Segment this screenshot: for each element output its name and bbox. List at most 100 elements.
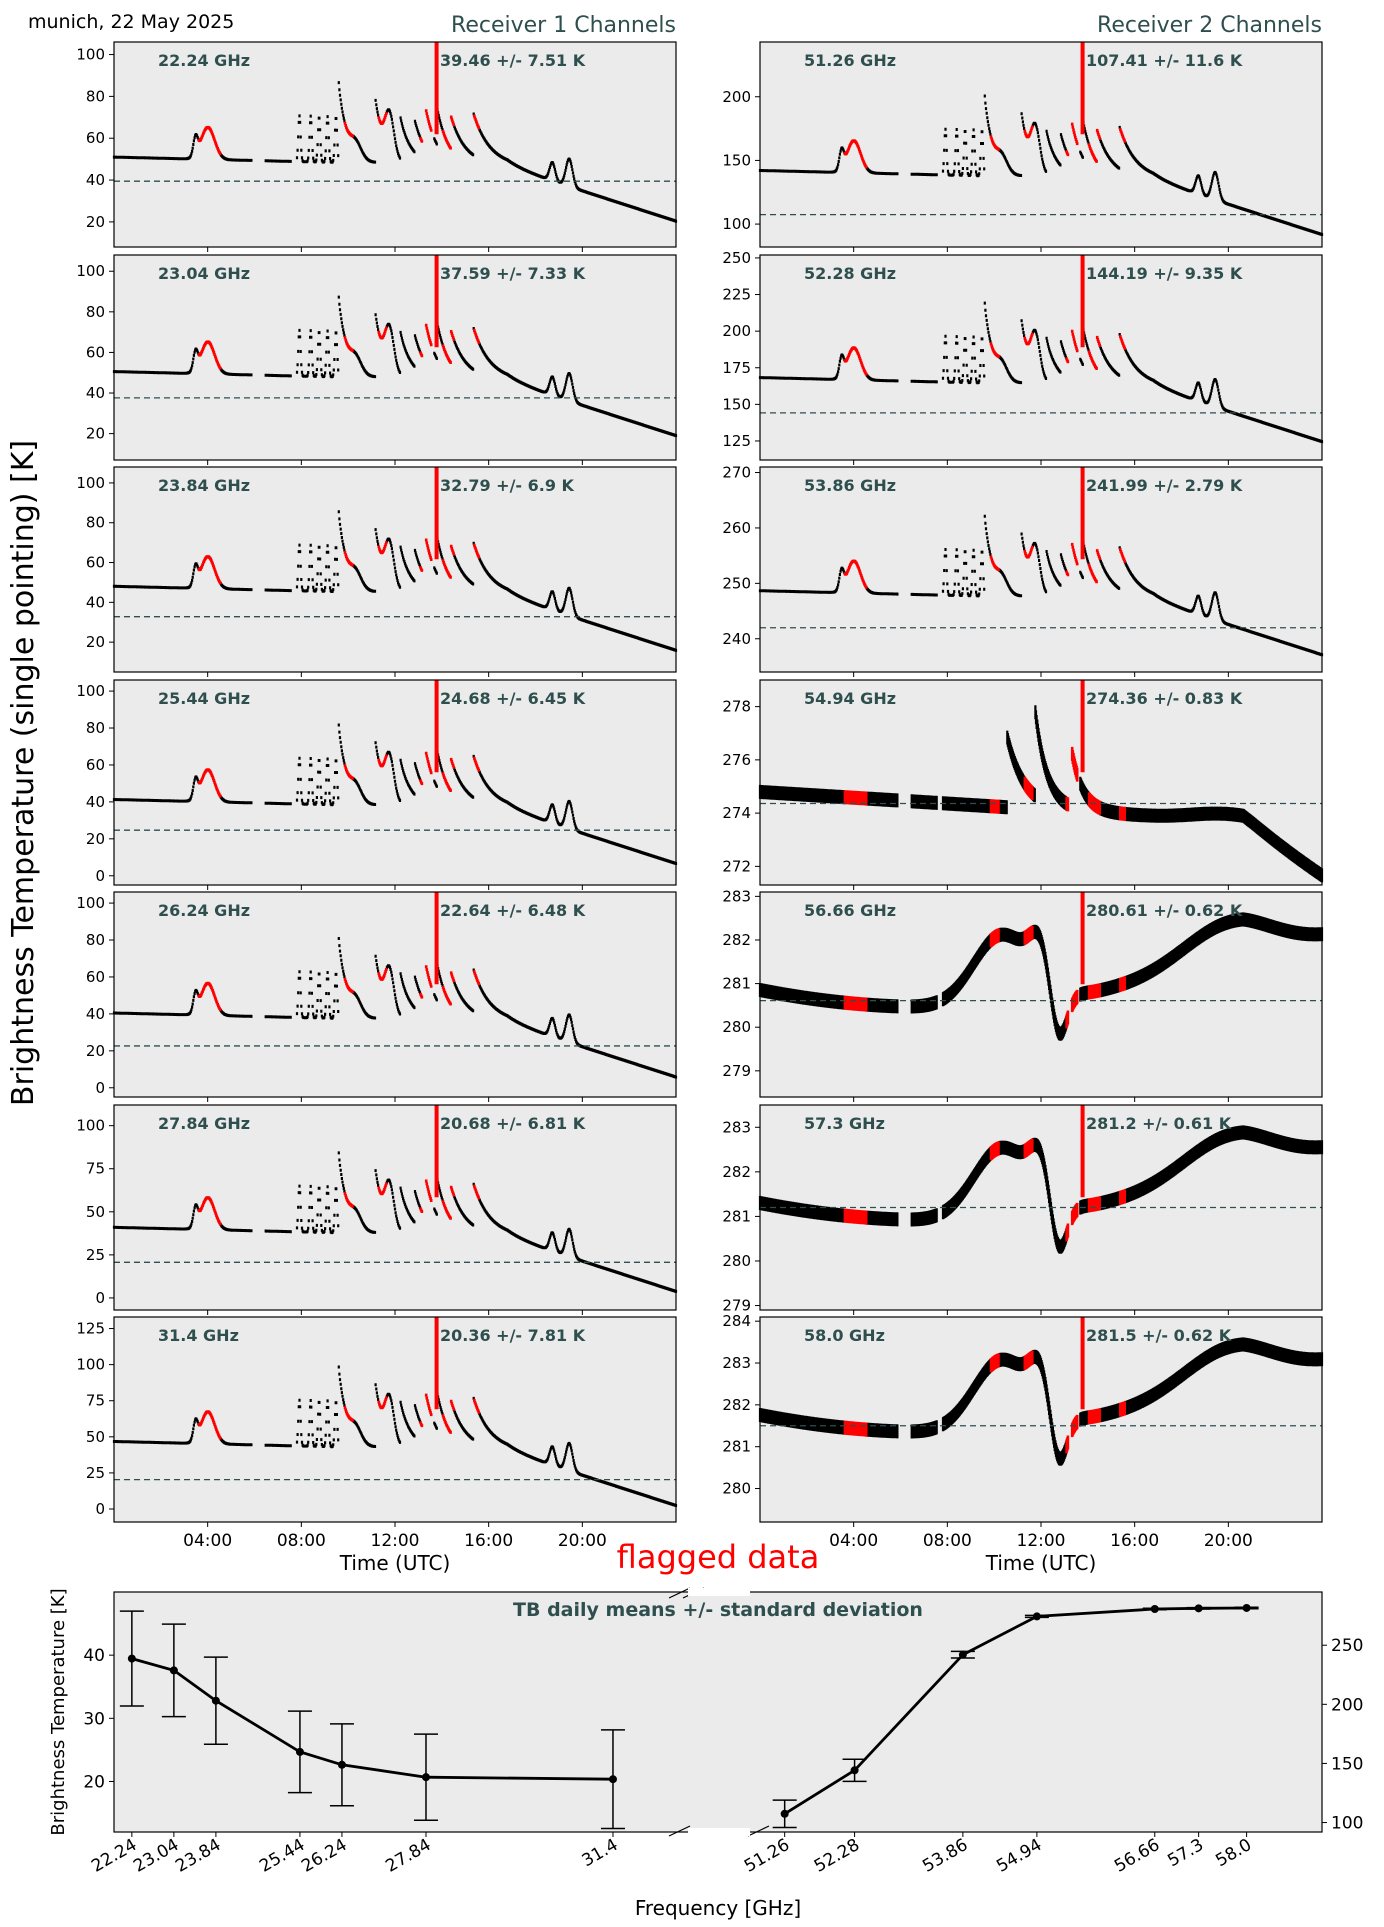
y-tick-label: 20 [86,830,105,848]
y-tick-label: 100 [76,894,105,912]
flagged-data-line [197,1179,480,1226]
frequency-tick-label: 23.84 [172,1835,224,1877]
y-tick-label: 100 [76,474,105,492]
mean-point [958,1650,967,1659]
y-tick-label: 40 [86,793,105,811]
flagged-data-line [197,751,480,798]
summary-y-tick-label: 100 [1331,1814,1363,1834]
channel-stat-label: 107.41 +/- 11.6 K [1086,51,1243,70]
channel-panel-23.04-ghz: 20 40 60 80 100 23.04 GHz 37.59 +/- 7.33 K [76,254,678,465]
time-tick-label: 20:00 [558,1531,607,1551]
channel-frequency-label: 23.84 GHz [158,476,250,495]
channel-stat-label: 274.36 +/- 0.83 K [1086,689,1243,708]
mean-point [850,1766,859,1775]
time-tick-label: 12:00 [371,1531,420,1551]
frequency-tick-label: 22.24 [88,1835,140,1877]
y-tick-label: 125 [76,1320,105,1338]
flagged-data-line [197,109,480,156]
channel-frequency-label: 26.24 GHz [158,901,250,920]
y-tick-label: 60 [86,756,105,774]
y-tick-label: 0 [95,1289,105,1307]
channel-panel-54.94-ghz: 272 274 276 278 54.94 GHz 274.36 +/- 0.83 K [722,679,1324,890]
channel-panel-51.26-ghz: 100 150 200 51.26 GHz 107.41 +/- 11.6 K [722,41,1324,252]
summary-title: TB daily means +/- standard deviation [513,1599,923,1621]
mean-point [169,1666,178,1675]
y-tick-label: 60 [86,129,105,147]
mean-point [421,1773,430,1782]
y-tick-label: 20 [86,425,105,443]
flagged-data-line [197,965,480,1011]
frequency-tick-label: 56.66 [1111,1835,1163,1877]
summary-y-tick-label: 250 [1331,1636,1363,1656]
frequency-tick-label: 26.24 [298,1835,350,1877]
flagged-data-line [197,538,480,585]
channel-panel-22.24-ghz: 20 40 60 80 100 22.24 GHz 39.46 +/- 7.51 K [76,41,678,252]
y-tick-label: 40 [86,171,105,189]
y-tick-label: 80 [86,303,105,321]
channel-stat-label: 144.19 +/- 9.35 K [1086,264,1243,283]
y-tick-label: 60 [86,554,105,572]
flagged-data-line [197,323,480,370]
y-tick-label: 200 [722,88,751,106]
mean-point [1150,1605,1159,1614]
time-tick-label: 04:00 [183,1531,232,1551]
y-tick-label: 283 [722,887,751,905]
flagged-data-line [843,746,1126,821]
channel-stat-label: 281.5 +/- 0.62 K [1086,1326,1232,1345]
receiver1-title: Receiver 1 Channels [451,13,676,38]
y-tick-label: 100 [76,262,105,280]
y-tick-label: 20 [86,213,105,231]
channel-stat-label: 20.68 +/- 6.81 K [440,1114,586,1133]
frequency-tick-label: 31.4 [579,1835,622,1871]
mean-point [608,1775,617,1784]
channel-panel-25.44-ghz: 0 20 40 60 80 100 25.44 GHz 24.68 +/- 6.45 K [76,679,678,890]
y-tick-label: 283 [722,1118,751,1136]
panel-frame [113,41,677,248]
y-tick-label: 250 [722,249,751,267]
y-tick-label: 40 [86,384,105,402]
summary-y-axis-label: Brightness Temperature [K] [48,1588,69,1835]
frequency-tick-label: 53.86 [919,1835,971,1877]
y-tick-label: 100 [76,46,105,64]
panel-frame [759,1316,1323,1523]
y-tick-label: 80 [86,514,105,532]
y-tick-label: 75 [86,1392,105,1410]
channel-stat-label: 20.36 +/- 7.81 K [440,1326,586,1345]
y-tick-label: 276 [722,751,751,769]
y-tick-label: 100 [722,215,751,233]
y-tick-label: 281 [722,975,751,993]
summary-x-axis-label: Frequency [GHz] [635,1896,801,1920]
y-tick-label: 0 [95,1500,105,1518]
y-tick-label: 100 [76,682,105,700]
y-tick-label: 150 [722,151,751,169]
axis-break-mark [747,1825,770,1837]
flagged-data-label: flagged data [617,1538,820,1576]
y-tick-label: 0 [95,1079,105,1097]
y-tick-label: 40 [86,593,105,611]
y-tick-label: 279 [722,1297,751,1315]
channel-panel-31.4-ghz: 0 25 50 75 100 125 31.4 GHz 20.36 +/- 7.81 K 04:… [76,1316,678,1575]
time-tick-label: 20:00 [1204,1531,1253,1551]
channel-panel-52.28-ghz: 125 150 175 200 225 250 52.28 GHz 144.19 +/- 9.… [722,249,1324,465]
panel-frame [759,891,1323,1098]
mean-point [337,1760,346,1769]
flagged-data-line [843,329,1126,376]
channel-stat-label: 22.64 +/- 6.48 K [440,901,586,920]
channel-stat-label: 39.46 +/- 7.51 K [440,51,586,70]
channel-frequency-label: 54.94 GHz [804,689,896,708]
time-tick-label: 16:00 [464,1531,513,1551]
y-axis-label-main: Brightness Temperature (single pointing)… [6,440,41,1106]
y-tick-label: 80 [86,719,105,737]
channel-panel-57.3-ghz: 279 280 281 282 283 57.3 GHz 281.2 +/- 0.61 K [722,1104,1324,1315]
mean-point [295,1747,304,1756]
channel-stat-label: 37.59 +/- 7.33 K [440,264,586,283]
mean-point [780,1809,789,1818]
panel-frame [113,679,677,886]
summary-background [114,1592,1322,1832]
channel-frequency-label: 22.24 GHz [158,51,250,70]
frequency-tick-label: 58.0 [1212,1835,1255,1871]
time-tick-label: 04:00 [829,1531,878,1551]
y-tick-label: 100 [76,1117,105,1135]
y-tick-label: 200 [722,322,751,340]
channel-stat-label: 280.61 +/- 0.62 K [1086,901,1243,920]
